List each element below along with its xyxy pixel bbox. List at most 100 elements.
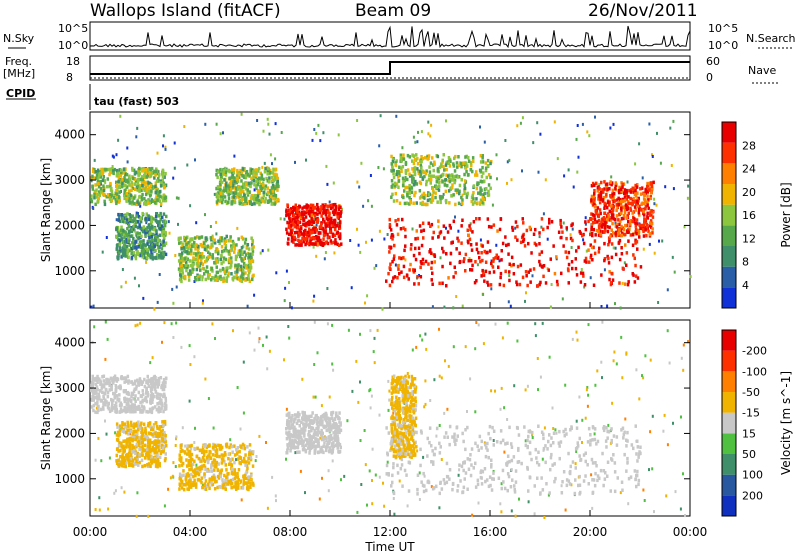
- echo-cell: [149, 231, 152, 236]
- echo-cell: [239, 200, 243, 204]
- echo-cell: [305, 232, 308, 237]
- echo-cell: [302, 239, 306, 244]
- echo-cell: [110, 384, 113, 389]
- echo-cell: [394, 191, 398, 196]
- echo-cell: [215, 192, 219, 196]
- echo-cell: [228, 184, 231, 188]
- echo-cell: [270, 194, 273, 199]
- speckle: [124, 280, 127, 284]
- echo-cell: [256, 182, 260, 187]
- echo-cell: [511, 228, 515, 232]
- echo-cell: [593, 189, 596, 193]
- echo-cell: [408, 155, 412, 159]
- echo-cell: [403, 248, 406, 253]
- echo-cell: [642, 234, 646, 238]
- echo-cell: [164, 198, 168, 203]
- echo-cell: [390, 195, 393, 199]
- echo-cell: [267, 200, 270, 204]
- echo-cell: [223, 166, 227, 171]
- echo-cell: [469, 161, 473, 165]
- echo-cell: [102, 394, 105, 399]
- echo-cell: [441, 246, 444, 251]
- echo-cell: [195, 262, 199, 266]
- echo-cell: [113, 394, 116, 398]
- echo-cell: [164, 396, 167, 401]
- echo-cell: [231, 277, 234, 281]
- echo-cell: [431, 282, 434, 286]
- echo-cell: [486, 280, 489, 285]
- speckle: [689, 275, 692, 279]
- echo-cell: [121, 219, 125, 224]
- speckle: [564, 383, 567, 387]
- speckle: [659, 161, 662, 165]
- echo-cell: [473, 280, 477, 285]
- echo-cell: [470, 199, 473, 204]
- echo-cell: [298, 212, 301, 217]
- echo-cell: [598, 208, 602, 212]
- echo-cell: [178, 241, 181, 245]
- speckle: [475, 321, 478, 324]
- speckle: [193, 441, 196, 444]
- echo-cell: [557, 230, 561, 234]
- speckle: [452, 306, 455, 310]
- echo-cell: [457, 155, 460, 159]
- echo-cell: [514, 235, 517, 239]
- echo-cell: [567, 250, 571, 255]
- echo-cell: [290, 224, 293, 228]
- echo-cell: [635, 218, 639, 222]
- echo-cell: [140, 421, 143, 425]
- echo-cell: [628, 227, 631, 231]
- echo-cell: [445, 161, 448, 165]
- speckle: [500, 510, 503, 514]
- echo-cell: [620, 246, 623, 250]
- echo-cell: [148, 181, 151, 186]
- echo-cell: [463, 257, 466, 261]
- speckle: [420, 130, 423, 134]
- echo-cell: [298, 228, 301, 232]
- echo-cell: [137, 245, 141, 249]
- echo-cell: [155, 459, 158, 463]
- station-title: Wallops Island (fitACF): [90, 1, 281, 21]
- echo-cell: [569, 236, 573, 241]
- echo-cell: [492, 259, 495, 263]
- echo-cell: [143, 448, 147, 452]
- echo-cell: [478, 217, 481, 221]
- echo-cell: [113, 374, 117, 378]
- echo-cell: [231, 239, 235, 244]
- echo-cell: [233, 167, 236, 171]
- echo-cell: [463, 179, 467, 183]
- echo-cell: [136, 200, 139, 204]
- echo-cell: [133, 424, 137, 428]
- echo-cell: [180, 263, 183, 268]
- speckle: [332, 368, 335, 372]
- speckle: [438, 327, 440, 331]
- echo-cell: [237, 249, 241, 253]
- echo-cell: [606, 229, 610, 234]
- echo-cell: [641, 201, 644, 205]
- speckle: [101, 250, 104, 254]
- echo-cell: [142, 252, 146, 256]
- echo-cell: [162, 438, 166, 442]
- speckle: [418, 274, 420, 277]
- echo-cell: [156, 385, 160, 389]
- echo-cell: [163, 444, 166, 449]
- echo-cell: [235, 254, 239, 259]
- speckle: [607, 423, 610, 427]
- echo-cell: [131, 186, 135, 191]
- echo-cell: [257, 166, 261, 171]
- echo-cell: [484, 260, 488, 264]
- speckle: [359, 250, 362, 254]
- echo-cell: [411, 174, 414, 178]
- echo-cell: [398, 165, 401, 169]
- echo-cell: [240, 235, 244, 240]
- echo-cell: [123, 214, 127, 219]
- echo-cell: [391, 234, 395, 238]
- echo-cell: [193, 240, 196, 245]
- echo-cell: [471, 159, 475, 163]
- echo-cell: [224, 246, 227, 251]
- speckle: [634, 162, 637, 166]
- echo-cell: [220, 180, 224, 185]
- echo-cell: [132, 253, 135, 257]
- echo-cell: [139, 245, 143, 250]
- echo-cell: [148, 431, 152, 436]
